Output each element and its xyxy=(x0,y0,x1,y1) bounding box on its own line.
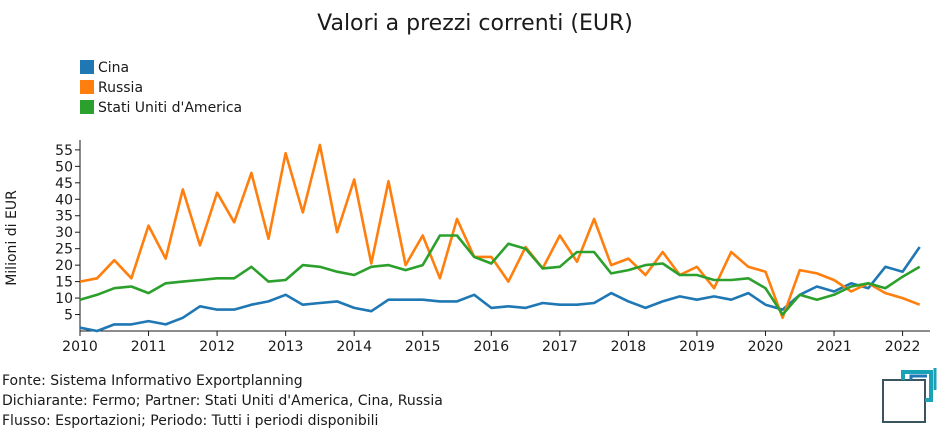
x-tick-label: 2016 xyxy=(473,339,509,355)
y-tick-label: 45 xyxy=(55,176,73,192)
y-tick-label: 40 xyxy=(55,192,73,208)
legend: Cina Russia Stati Uniti d'America xyxy=(80,60,242,116)
x-tick-label: 2012 xyxy=(199,339,235,355)
y-tick-label: 15 xyxy=(55,275,73,291)
y-tick-label: 30 xyxy=(55,225,73,241)
x-tick-label: 2019 xyxy=(679,339,715,355)
legend-label: Cina xyxy=(98,60,129,76)
y-tick-label: 50 xyxy=(55,159,73,175)
legend-label: Russia xyxy=(98,80,143,96)
y-tick-label: 5 xyxy=(64,308,73,324)
footer: Fonte: Sistema Informativo Exportplannin… xyxy=(2,371,443,431)
plot-area xyxy=(79,143,921,333)
x-tick-label: 2021 xyxy=(816,339,852,355)
legend-swatch xyxy=(80,80,94,94)
legend-label: Stati Uniti d'America xyxy=(98,100,242,116)
x-tick-label: 2018 xyxy=(611,339,647,355)
declarant-text: Dichiarante: Fermo; Partner: Stati Uniti… xyxy=(2,393,443,409)
y-tick-label: 10 xyxy=(55,291,73,307)
y-tick-label: 35 xyxy=(55,209,73,225)
legend-swatch xyxy=(80,60,94,74)
chart-title: Valori a prezzi correnti (EUR) xyxy=(317,11,633,36)
source-text: Fonte: Sistema Informativo Exportplannin… xyxy=(2,373,303,389)
legend-swatch xyxy=(80,100,94,114)
x-tick-label: 2017 xyxy=(542,339,578,355)
x-tick-label: 2015 xyxy=(405,339,441,355)
y-tick-label: 25 xyxy=(55,242,73,258)
x-tick-label: 2011 xyxy=(131,339,167,355)
exportplanning-logo-icon xyxy=(882,368,937,423)
x-tick-label: 2020 xyxy=(748,339,784,355)
x-tick-label: 2013 xyxy=(268,339,304,355)
flow-text: Flusso: Esportazioni; Periodo: Tutti i p… xyxy=(2,413,379,429)
x-tick-label: 2014 xyxy=(336,339,372,355)
y-tick-label: 20 xyxy=(55,258,73,274)
series-line-2 xyxy=(79,234,921,316)
series-line-1 xyxy=(79,143,921,320)
y-tick-label: 55 xyxy=(55,143,73,159)
y-axis-label: Milioni di EUR xyxy=(4,190,20,286)
x-tick-label: 2022 xyxy=(885,339,921,355)
x-tick-label: 2010 xyxy=(62,339,98,355)
